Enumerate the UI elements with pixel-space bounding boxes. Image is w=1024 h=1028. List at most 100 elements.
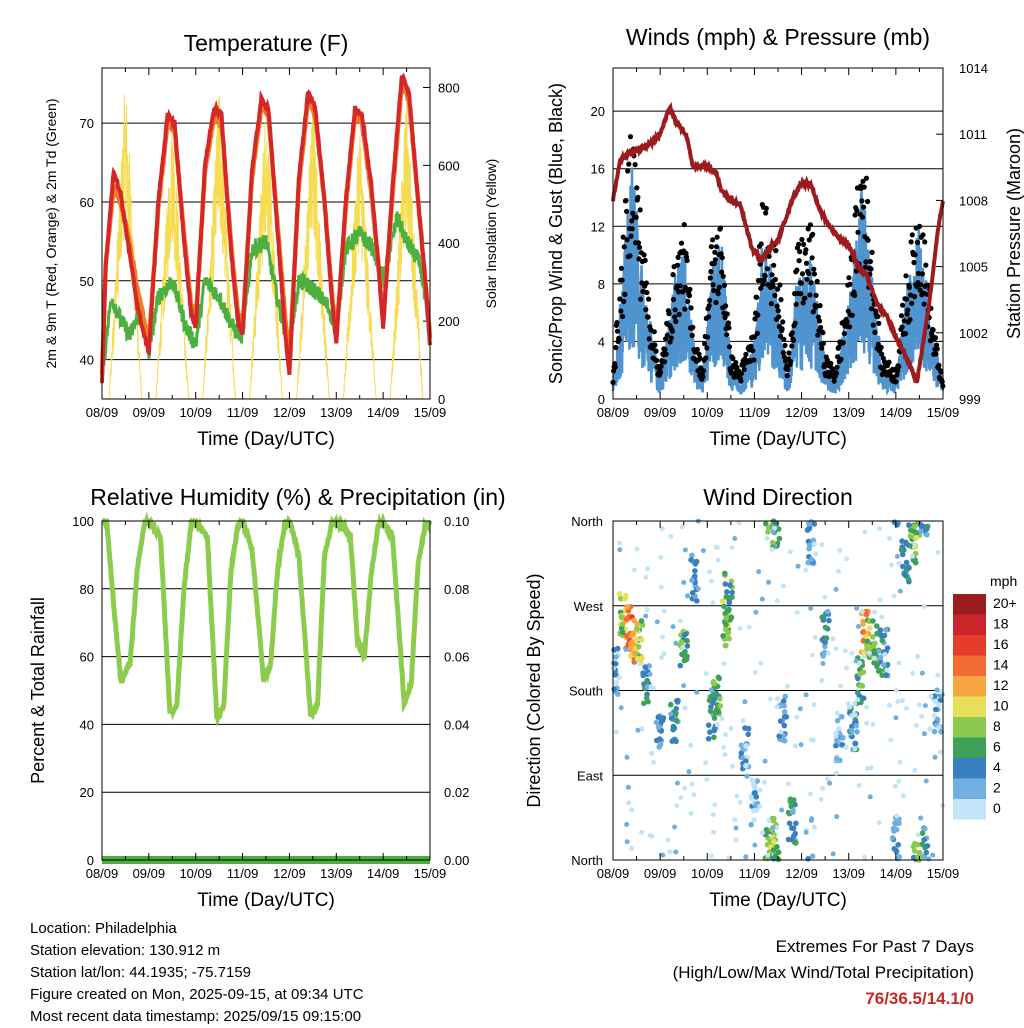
direction-point [744, 773, 750, 779]
gust-point [789, 343, 795, 349]
direction-point [918, 528, 924, 534]
gust-point [674, 262, 681, 268]
gust-point [680, 288, 686, 294]
y2-tick-label: 0.04 [444, 717, 469, 732]
gust-point [934, 342, 940, 348]
gust-point [805, 226, 811, 232]
gust-point [678, 240, 685, 246]
gust-point [781, 354, 788, 360]
direction-point [820, 661, 826, 666]
direction-point [849, 650, 855, 656]
direction-point [888, 562, 894, 568]
gust-point [768, 301, 775, 307]
legend-label: 14 [993, 657, 1009, 673]
direction-point [781, 713, 788, 720]
gust-point [718, 251, 724, 257]
direction-point [877, 597, 883, 603]
direction-point [932, 754, 938, 760]
direction-point [668, 715, 675, 721]
plot-frame [101, 67, 431, 400]
gust-point [719, 255, 725, 261]
direction-point [932, 698, 939, 704]
direction-point [819, 677, 825, 683]
x-tick-label: 08/09 [597, 866, 630, 881]
gust-point [867, 258, 874, 265]
direction-point [634, 621, 641, 627]
gust-point [868, 266, 874, 272]
gust-point [712, 257, 719, 263]
direction-point [711, 829, 716, 835]
direction-point [861, 653, 867, 659]
direction-point [658, 554, 664, 560]
gust-point [921, 301, 927, 307]
direction-point [916, 702, 922, 708]
gust-point [879, 351, 885, 357]
direction-point [643, 574, 649, 580]
gust-point [652, 342, 658, 348]
direction-point [743, 762, 749, 769]
direction-point [636, 661, 642, 666]
gust-point [845, 308, 851, 314]
direction-point [661, 651, 667, 657]
direction-point [919, 670, 925, 676]
direction-point [773, 521, 779, 527]
gust-point [758, 285, 764, 291]
gust-point [932, 335, 939, 341]
direction-point [808, 605, 814, 611]
direction-point [916, 849, 923, 856]
direction-point [864, 638, 871, 644]
direction-point [729, 589, 735, 596]
gust-point [632, 162, 638, 168]
direction-point [753, 609, 759, 615]
direction-point [870, 634, 876, 640]
direction-point [897, 588, 903, 594]
gust-point [901, 318, 907, 324]
direction-point [781, 709, 788, 715]
winds-panel: Winds (mph) & Pressure (mb)0481216209991… [546, 24, 1024, 450]
direction-point [871, 655, 877, 661]
direction-point [926, 856, 932, 862]
direction-point [639, 655, 645, 661]
gust-point [907, 317, 913, 323]
legend-label: 6 [993, 739, 1001, 755]
gust-point [667, 339, 673, 345]
gust-point [651, 329, 657, 335]
gust-point [771, 262, 777, 268]
gust-point [798, 291, 804, 297]
gust-point [662, 346, 668, 353]
direction-point [715, 708, 722, 715]
direction-point [643, 695, 650, 701]
y-tick-label: 16 [591, 162, 605, 177]
direction-point [618, 595, 624, 602]
direction-point [830, 636, 836, 642]
gust-point [684, 257, 690, 264]
gust-point [798, 280, 805, 286]
direction-point [793, 820, 799, 827]
gust-point [635, 240, 642, 246]
direction-point [937, 697, 943, 704]
direction-point [691, 792, 697, 798]
legend-label: 12 [993, 677, 1009, 693]
direction-point [673, 849, 679, 855]
direction-point [877, 627, 884, 633]
gust-point [806, 237, 812, 243]
direction-point [759, 596, 765, 602]
legend-swatch [953, 717, 986, 738]
gust-point [677, 283, 683, 289]
direction-point [924, 523, 931, 530]
gust-point [903, 273, 909, 279]
gust-point [637, 207, 643, 213]
gust-point [909, 232, 915, 238]
y2-tick-label: 1011 [959, 127, 987, 142]
gust-point [908, 239, 914, 245]
gust-point [782, 342, 788, 348]
direction-point [877, 526, 883, 531]
gust-point [724, 332, 730, 338]
direction-point [746, 624, 752, 630]
direction-point [770, 817, 777, 824]
legend-swatch [953, 635, 986, 656]
direction-point [658, 584, 664, 590]
direction-point [724, 608, 730, 614]
gust-point [796, 258, 802, 264]
gust-point [902, 331, 909, 337]
